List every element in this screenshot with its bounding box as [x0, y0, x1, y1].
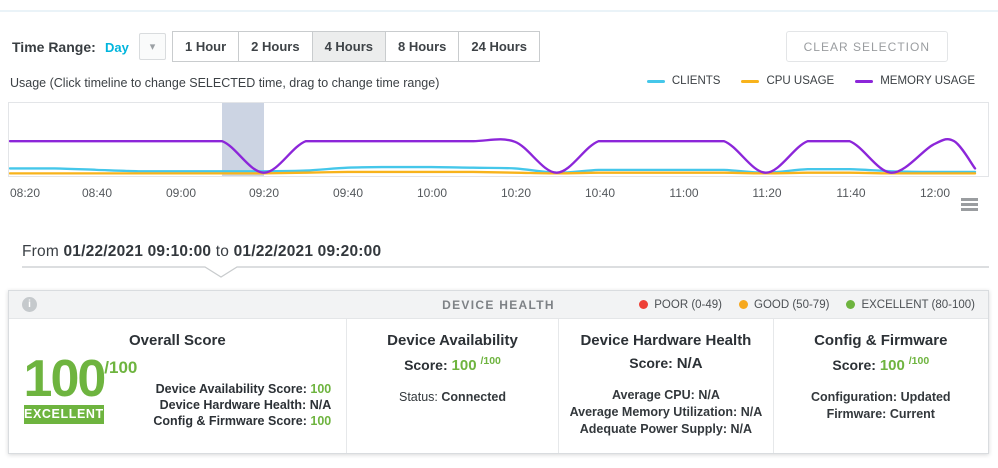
selected-time-band[interactable] — [222, 103, 264, 176]
usage-chart-lines — [9, 137, 977, 175]
axis-tick: 11:00 — [669, 186, 699, 200]
legend-good: GOOD (50-79) — [739, 299, 829, 311]
overall-score-breakdown: Device Availability Score: 100 Device Ha… — [153, 381, 331, 429]
overall-score-column: Overall Score 100 /100 EXCELLENT Device … — [9, 319, 346, 453]
config-rows: Configuration: Updated Firmware: Current — [774, 389, 988, 423]
device-health-header: i DEVICE HEALTH POOR (0-49) GOOD (50-79)… — [9, 291, 988, 319]
info-icon[interactable]: i — [22, 297, 37, 312]
axis-tick: 08:40 — [81, 186, 113, 200]
clear-selection-button[interactable]: CLEAR SELECTION — [785, 31, 948, 62]
excellent-badge: EXCELLENT — [23, 405, 105, 424]
device-availability-column: Device Availability Score: 100 /100 Stat… — [345, 319, 558, 453]
time-range-label: Time Range: — [12, 39, 96, 55]
poor-dot-icon — [639, 300, 649, 309]
button-2-hours[interactable]: 2 Hours — [238, 31, 313, 62]
device-hardware-health-column: Device Hardware Health Score: N/A Averag… — [558, 319, 772, 453]
config-row: Configuration: Updated — [810, 390, 951, 404]
time-range-value[interactable]: Day — [105, 40, 129, 55]
usage-instructions-label: Usage (Click timeline to change SELECTED… — [10, 76, 440, 90]
device-health-body: Overall Score 100 /100 EXCELLENT Device … — [9, 319, 988, 453]
config-row: Firmware: Current — [826, 407, 935, 421]
breakdown-row: Device Hardware Health: N/A — [159, 398, 332, 412]
chart-legend: CLIENTS CPU USAGE MEMORY USAGE — [646, 75, 975, 87]
config-score: Score: 100 /100 — [832, 355, 930, 374]
health-score-legend: POOR (0-49) GOOD (50-79) EXCELLENT (80-1… — [639, 299, 975, 311]
section-divider-notch — [22, 266, 989, 278]
time-range-dropdown-button[interactable]: ▾ — [139, 33, 166, 60]
memory-line-swatch-icon — [855, 79, 874, 83]
axis-tick: 09:40 — [332, 186, 364, 200]
usage-timeline-chart[interactable] — [8, 102, 989, 177]
button-24-hours[interactable]: 24 Hours — [458, 31, 541, 62]
config-title: Config & Firmware — [814, 332, 948, 349]
range-start: 01/22/2021 09:10:00 — [63, 243, 212, 260]
axis-tick: 11:40 — [836, 186, 866, 200]
legend-item-clients[interactable]: CLIENTS — [646, 75, 720, 87]
excellent-dot-icon — [846, 300, 856, 309]
hardware-title: Device Hardware Health — [580, 332, 752, 349]
availability-rows: Status: Connected — [347, 389, 558, 406]
chart-context-menu-icon[interactable] — [961, 198, 978, 213]
selected-range-text: From 01/22/2021 09:10:00 to 01/22/2021 0… — [22, 243, 382, 260]
axis-tick: 11:20 — [752, 186, 782, 200]
button-4-hours[interactable]: 4 Hours — [311, 31, 386, 62]
availability-title: Device Availability — [387, 332, 518, 349]
axis-tick: 10:00 — [416, 186, 448, 200]
chevron-down-icon: ▾ — [149, 41, 156, 53]
overall-score-value: 100 /100 EXCELLENT — [23, 353, 137, 424]
axis-tick: 10:20 — [500, 186, 532, 200]
device-health-title: DEVICE HEALTH — [442, 297, 555, 312]
hardware-row: Adequate Power Supply: N/A — [579, 422, 753, 436]
hardware-row: Average CPU: N/A — [611, 388, 720, 402]
time-range-button-group: 1 Hour 2 Hours 4 Hours 8 Hours 24 Hours — [172, 31, 541, 62]
top-divider — [0, 10, 998, 12]
button-1-hour[interactable]: 1 Hour — [172, 31, 240, 62]
hardware-score: Score: N/A — [629, 355, 703, 372]
good-dot-icon — [739, 300, 749, 309]
axis-tick: 09:20 — [248, 186, 280, 200]
button-8-hours[interactable]: 8 Hours — [384, 31, 460, 62]
range-end: 01/22/2021 09:20:00 — [233, 243, 382, 260]
legend-item-cpu-usage[interactable]: CPU USAGE — [741, 75, 834, 87]
cpu-line-swatch-icon — [741, 79, 760, 83]
axis-tick: 08:20 — [9, 186, 41, 200]
axis-tick: 09:00 — [165, 186, 197, 200]
axis-tick: 10:40 — [584, 186, 616, 200]
overall-score-title: Overall Score — [129, 332, 226, 349]
device-health-panel: i DEVICE HEALTH POOR (0-49) GOOD (50-79)… — [8, 290, 989, 454]
axis-tick: 12:00 — [919, 186, 951, 200]
breakdown-row: Config & Firmware Score: 100 — [153, 414, 332, 428]
breakdown-row: Device Availability Score: 100 — [155, 382, 332, 396]
legend-item-memory-usage[interactable]: MEMORY USAGE — [855, 75, 975, 87]
hardware-rows: Average CPU: N/A Average Memory Utilizat… — [559, 387, 772, 438]
hardware-row: Average Memory Utilization: N/A — [569, 405, 763, 419]
legend-poor: POOR (0-49) — [639, 299, 722, 311]
status-row: Status: Connected — [398, 390, 506, 404]
availability-score: Score: 100 /100 — [404, 355, 501, 374]
config-firmware-column: Config & Firmware Score: 100 /100 Config… — [772, 319, 988, 453]
legend-excellent: EXCELLENT (80-100) — [846, 299, 975, 311]
clients-line-swatch-icon — [646, 79, 665, 83]
